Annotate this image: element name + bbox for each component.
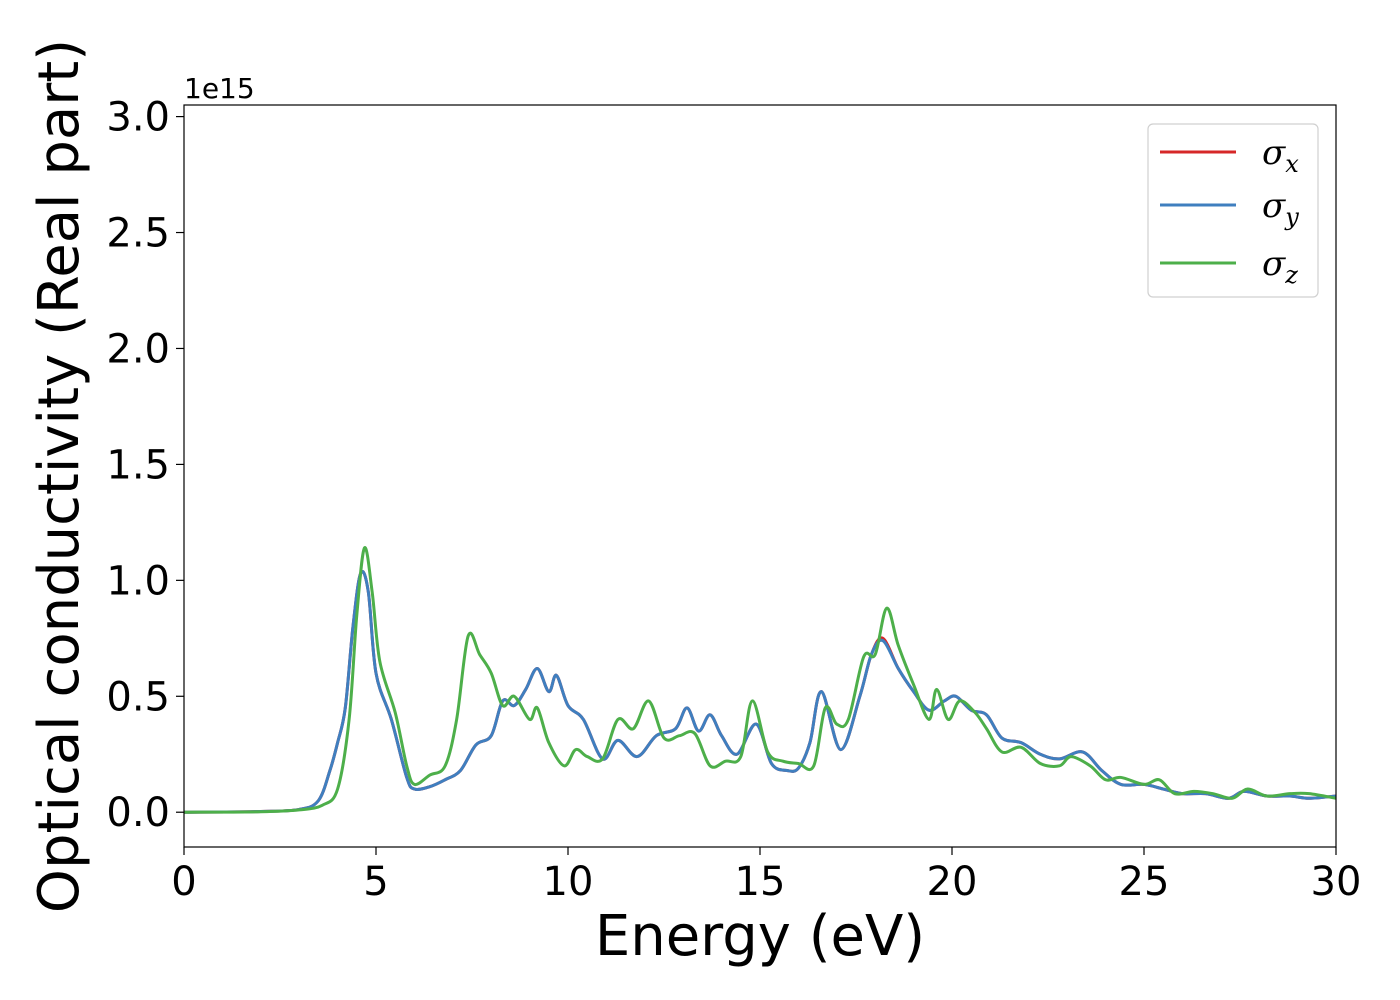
legend-entry-z: σz bbox=[1160, 244, 1298, 289]
y-tick-label-2: 1.0 bbox=[106, 558, 170, 604]
legend-entry-x: σx bbox=[1160, 133, 1299, 178]
legend-label-y-base: σ bbox=[1262, 186, 1286, 226]
y-tick-label-0: 0.0 bbox=[106, 790, 170, 836]
legend-label-x-sub: x bbox=[1285, 150, 1299, 178]
legend: σx σy σz bbox=[1147, 123, 1319, 298]
series-layer bbox=[183, 546, 1337, 814]
x-tick-label-2: 10 bbox=[543, 859, 594, 905]
svg-text:σx: σx bbox=[1262, 133, 1299, 178]
legend-label-y-sub: y bbox=[1284, 203, 1299, 231]
x-tick-label-1: 5 bbox=[363, 859, 388, 905]
legend-label-z-sub: z bbox=[1284, 261, 1298, 289]
legend-frame bbox=[1147, 123, 1319, 298]
y-tick-label-1: 0.5 bbox=[106, 674, 170, 720]
series-line-z bbox=[183, 546, 1337, 814]
x-axis: 0 5 10 15 20 25 30 bbox=[171, 847, 1361, 905]
y-offset-label: 1e15 bbox=[184, 72, 255, 105]
legend-label-x-base: σ bbox=[1262, 133, 1286, 173]
x-axis-title: Energy (eV) bbox=[595, 904, 925, 969]
y-tick-label-4: 2.0 bbox=[106, 326, 170, 372]
y-axis-title: Optical conductivity (Real part) bbox=[27, 39, 92, 913]
y-tick-label-5: 2.5 bbox=[106, 211, 170, 257]
y-axis: 0.0 0.5 1.0 1.5 2.0 2.5 3.0 bbox=[106, 95, 184, 836]
x-tick-label-3: 15 bbox=[735, 859, 786, 905]
y-tick-label-3: 1.5 bbox=[106, 442, 170, 488]
svg-text:σz: σz bbox=[1262, 244, 1298, 289]
x-tick-label-5: 25 bbox=[1119, 859, 1170, 905]
x-tick-label-4: 20 bbox=[927, 859, 978, 905]
x-tick-label-6: 30 bbox=[1311, 859, 1362, 905]
legend-entry-y: σy bbox=[1160, 186, 1299, 231]
svg-text:σy: σy bbox=[1262, 186, 1299, 231]
series-line-y bbox=[183, 570, 1337, 814]
y-tick-label-6: 3.0 bbox=[106, 95, 170, 141]
x-tick-label-0: 0 bbox=[171, 859, 196, 905]
legend-label-z-base: σ bbox=[1262, 244, 1286, 284]
